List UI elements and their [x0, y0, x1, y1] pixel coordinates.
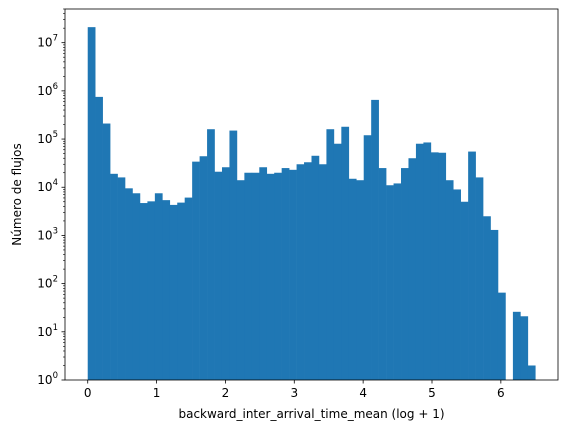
histogram-bar	[438, 152, 447, 380]
histogram-bar	[512, 311, 521, 380]
y-tick-label: 103	[37, 226, 58, 242]
histogram-bar	[468, 151, 476, 380]
histogram-bar	[401, 168, 409, 380]
histogram-bar	[132, 193, 141, 380]
histogram-bar	[483, 216, 491, 380]
histogram-bar	[244, 172, 253, 380]
histogram-bar	[192, 161, 200, 380]
histogram-bar	[497, 292, 506, 380]
histogram-bar	[490, 229, 499, 380]
histogram-bar	[408, 158, 417, 380]
histogram-bar	[520, 316, 529, 380]
plot-frame	[64, 8, 559, 381]
histogram-bar	[348, 178, 357, 380]
histogram-bar	[102, 123, 111, 380]
histogram-bar	[304, 162, 312, 380]
histogram-bar	[95, 96, 103, 380]
y-tick-label: 104	[37, 178, 58, 194]
histogram-bar	[117, 177, 126, 380]
x-tick-label: 2	[222, 386, 230, 400]
histogram-bar	[527, 365, 536, 380]
histogram-bar	[274, 172, 282, 380]
bars-group	[87, 27, 536, 381]
histogram-bar	[430, 152, 439, 380]
histogram-bar	[460, 201, 469, 380]
histogram-bar	[296, 164, 305, 380]
histogram-bar	[125, 188, 133, 380]
y-tick-label: 107	[37, 34, 58, 50]
histogram-bar	[423, 142, 432, 380]
histogram-bar	[393, 183, 402, 380]
histogram-bar	[229, 130, 238, 380]
histogram-bar	[221, 167, 230, 380]
histogram-bar	[154, 193, 163, 380]
histogram-bar	[110, 173, 118, 380]
x-tick-label: 1	[153, 386, 161, 400]
histogram-bar	[333, 143, 342, 380]
x-tick-label: 6	[497, 386, 505, 400]
y-tick-label: 102	[37, 275, 58, 291]
y-axis-label: Número de flujos	[10, 143, 24, 245]
histogram-bar	[415, 143, 424, 380]
y-tick-label: 105	[37, 130, 58, 146]
x-axis-label: backward_inter_arrival_time_mean (log + …	[178, 407, 444, 421]
x-tick-label: 5	[428, 386, 436, 400]
histogram-bar	[199, 156, 208, 380]
histogram-bar	[147, 201, 156, 380]
histogram-bar	[326, 129, 335, 380]
histogram-bar	[289, 169, 297, 380]
x-tick-label: 4	[359, 386, 367, 400]
histogram-bar	[207, 129, 215, 380]
histogram-bar	[162, 200, 171, 380]
histogram-bar	[363, 135, 372, 380]
x-tick-label: 3	[290, 386, 298, 400]
histogram-bar	[214, 171, 223, 380]
y-tick-label: 100	[37, 371, 58, 387]
histogram-bar	[236, 180, 245, 380]
y-axis-ticks: 100 101 102 103 104 105 106 107	[37, 34, 65, 387]
histogram-bar	[318, 164, 327, 380]
histogram-bar	[259, 167, 268, 380]
histogram-bar	[266, 173, 275, 380]
histogram-bar	[177, 202, 185, 380]
x-axis-ticks: 0 1 2 3 4 5 6	[84, 380, 505, 400]
histogram-bar	[475, 177, 484, 380]
histogram-bar	[371, 99, 379, 380]
histogram-bar	[139, 203, 148, 380]
histogram-bar	[87, 27, 96, 381]
histogram-bar	[356, 180, 365, 380]
histogram-bar	[281, 168, 290, 380]
y-tick-label: 101	[37, 323, 58, 339]
y-tick-label: 106	[37, 82, 58, 98]
x-tick-label: 0	[84, 386, 92, 400]
histogram-bar	[453, 189, 461, 380]
histogram-bar	[341, 126, 350, 380]
histogram-bar	[311, 155, 320, 380]
histogram-bar	[445, 180, 454, 380]
histogram-bar	[169, 204, 178, 380]
histogram-bar	[251, 172, 260, 380]
histogram-bar	[378, 168, 387, 380]
histogram-bar	[386, 185, 394, 380]
histogram-bar	[184, 197, 193, 380]
